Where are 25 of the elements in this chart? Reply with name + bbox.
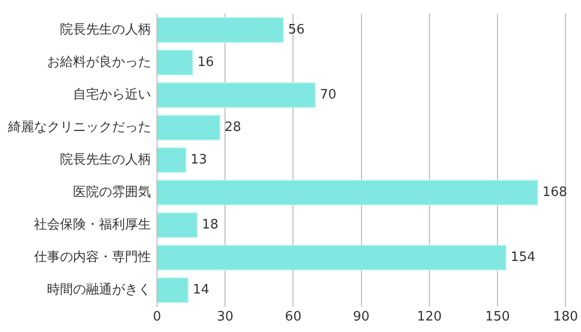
data-label: 28	[224, 120, 242, 135]
y-tick-label: 院長先生の人柄	[60, 152, 151, 168]
y-tick-label: 綺麗なクリニックだった	[7, 120, 151, 135]
data-label: 14	[192, 282, 210, 298]
x-tick-label: 30	[216, 310, 234, 325]
y-tick-label: 自宅から近い	[73, 86, 151, 102]
data-label: 18	[202, 217, 218, 232]
x-tick-label: 90	[353, 310, 370, 325]
x-tick-label: 120	[416, 310, 442, 325]
data-label: 154	[510, 250, 536, 266]
x-tick-label: 150	[485, 310, 510, 325]
data-label: 16	[197, 54, 214, 70]
data-label: 70	[320, 87, 336, 102]
y-tick-label: 社会保険・福利厚生	[34, 217, 151, 232]
data-label: 56	[288, 22, 305, 38]
y-tick-label: 時間の融通がきく	[47, 282, 151, 298]
x-tick-label: 180	[553, 310, 578, 325]
y-tick-label: 院長先生の人柄	[60, 22, 151, 38]
data-label: 13	[190, 152, 208, 168]
y-tick-label: お給料が良かった	[47, 54, 151, 70]
y-tick-label: 医院の雰囲気	[73, 184, 151, 200]
x-tick-label: 60	[284, 310, 302, 325]
x-tick-label: 0	[152, 310, 162, 325]
y-tick-label: 仕事の内容・専門性	[33, 249, 151, 266]
data-label: 168	[542, 184, 568, 200]
